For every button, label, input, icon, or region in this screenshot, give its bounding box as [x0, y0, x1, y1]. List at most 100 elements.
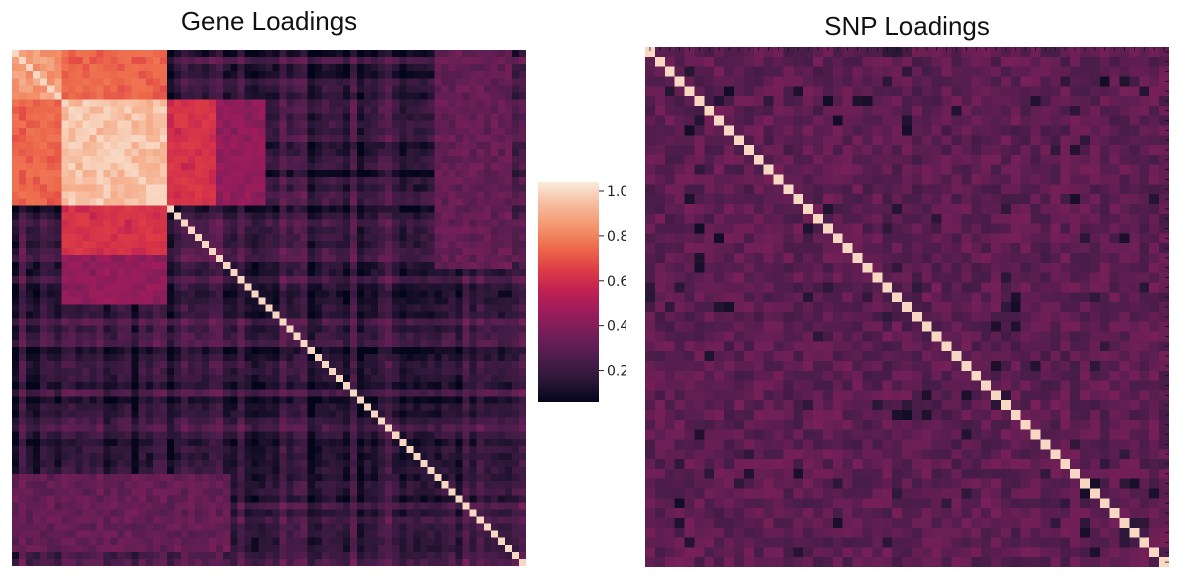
- heatmap-cell: [518, 170, 526, 178]
- heatmap-cell: [371, 240, 379, 249]
- heatmap-cell: [96, 495, 105, 503]
- heatmap-cell: [385, 297, 393, 306]
- heatmap-cell: [300, 170, 309, 178]
- heatmap-cell: [300, 127, 309, 136]
- heatmap-cell: [371, 99, 379, 108]
- heatmap-cell: [307, 170, 316, 178]
- heatmap-cell: [110, 120, 119, 129]
- heatmap-cell: [195, 71, 203, 79]
- heatmap-cell: [145, 99, 154, 108]
- heatmap-cell: [511, 297, 520, 306]
- heatmap-cell: [195, 530, 203, 539]
- heatmap-cell: [357, 78, 365, 86]
- heatmap-cell: [427, 191, 436, 200]
- heatmap-cell: [314, 269, 323, 277]
- heatmap-cell: [223, 431, 231, 440]
- heatmap-cell: [371, 459, 379, 468]
- heatmap-cell: [476, 156, 485, 164]
- heatmap-cell: [357, 481, 365, 489]
- heatmap-cell: [19, 205, 27, 214]
- heatmap-cell: [152, 240, 161, 249]
- heatmap-cell: [511, 410, 520, 419]
- heatmap-cell: [40, 184, 48, 192]
- heatmap-cell: [209, 467, 217, 475]
- heatmap-cell: [61, 64, 69, 72]
- heatmap-cell: [33, 523, 41, 532]
- heatmap-cell: [138, 438, 147, 447]
- heatmap-cell: [152, 474, 161, 482]
- heatmap-cell: [202, 113, 210, 122]
- heatmap-cell: [195, 240, 203, 249]
- heatmap-cell: [75, 247, 84, 256]
- heatmap-cell: [202, 233, 210, 242]
- heatmap-cell: [335, 219, 344, 228]
- heatmap-cell: [223, 78, 231, 86]
- heatmap-cell: [448, 184, 457, 192]
- heatmap-cell: [61, 99, 69, 108]
- heatmap-cell: [497, 99, 506, 108]
- heatmap-cell: [265, 431, 274, 440]
- heatmap-cell: [96, 269, 105, 277]
- heatmap-cell: [272, 184, 281, 192]
- heatmap-cell: [364, 332, 372, 341]
- heatmap-cell: [75, 488, 84, 496]
- heatmap-cell: [490, 361, 499, 369]
- heatmap-cell: [328, 382, 337, 390]
- heatmap-cell: [434, 170, 443, 178]
- heatmap-cell: [230, 297, 238, 306]
- heatmap-cell: [371, 148, 379, 157]
- heatmap-cell: [251, 240, 260, 249]
- heatmap-cell: [61, 226, 69, 235]
- heatmap-cell: [385, 410, 393, 419]
- heatmap-cell: [321, 297, 330, 306]
- heatmap-cell: [117, 233, 126, 242]
- heatmap-cell: [385, 148, 393, 157]
- heatmap-cell: [293, 389, 302, 397]
- heatmap-cell: [399, 339, 407, 348]
- heatmap-cell: [230, 509, 238, 518]
- heatmap-cell: [138, 459, 147, 468]
- heatmap-cell: [47, 361, 55, 369]
- heatmap-cell: [40, 269, 48, 277]
- heatmap-cell: [413, 304, 421, 313]
- heatmap-cell: [434, 148, 443, 157]
- heatmap-cell: [349, 283, 358, 291]
- heatmap-cell: [469, 417, 478, 426]
- heatmap-cell: [26, 431, 34, 440]
- heatmap-cell: [75, 99, 84, 108]
- heatmap-cell: [173, 403, 182, 412]
- heatmap-cell: [434, 134, 443, 143]
- heatmap-cell: [96, 530, 105, 539]
- heatmap-cell: [251, 134, 260, 143]
- heatmap-cell: [357, 226, 365, 235]
- heatmap-cell: [406, 488, 414, 496]
- heatmap-cell: [230, 226, 238, 235]
- heatmap-cell: [195, 191, 203, 200]
- heatmap-cell: [399, 431, 407, 440]
- snp-loadings-title: SNP Loadings: [824, 11, 990, 41]
- heatmap-cell: [131, 445, 140, 454]
- heatmap-cell: [511, 269, 520, 277]
- heatmap-cell: [420, 311, 429, 320]
- heatmap-cell: [293, 226, 302, 235]
- heatmap-cell: [61, 85, 69, 94]
- heatmap-cell: [420, 474, 429, 482]
- heatmap-cell: [441, 134, 450, 143]
- heatmap-cell: [462, 452, 471, 461]
- heatmap-cell: [152, 148, 161, 157]
- heatmap-cell: [61, 219, 69, 228]
- heatmap-cell: [441, 212, 450, 221]
- heatmap-cell: [413, 452, 421, 461]
- heatmap-cell: [265, 120, 274, 129]
- heatmap-cell: [117, 325, 126, 334]
- heatmap-cell: [152, 141, 161, 150]
- heatmap-cell: [202, 92, 210, 101]
- heatmap-cell: [511, 85, 520, 94]
- heatmap-cell: [286, 71, 295, 79]
- heatmap-cell: [286, 191, 295, 200]
- heatmap-cell: [230, 134, 238, 143]
- heatmap-cell: [103, 318, 112, 327]
- heatmap-cell: [180, 99, 189, 108]
- heatmap-cell: [54, 467, 62, 475]
- heatmap-cell: [462, 467, 471, 475]
